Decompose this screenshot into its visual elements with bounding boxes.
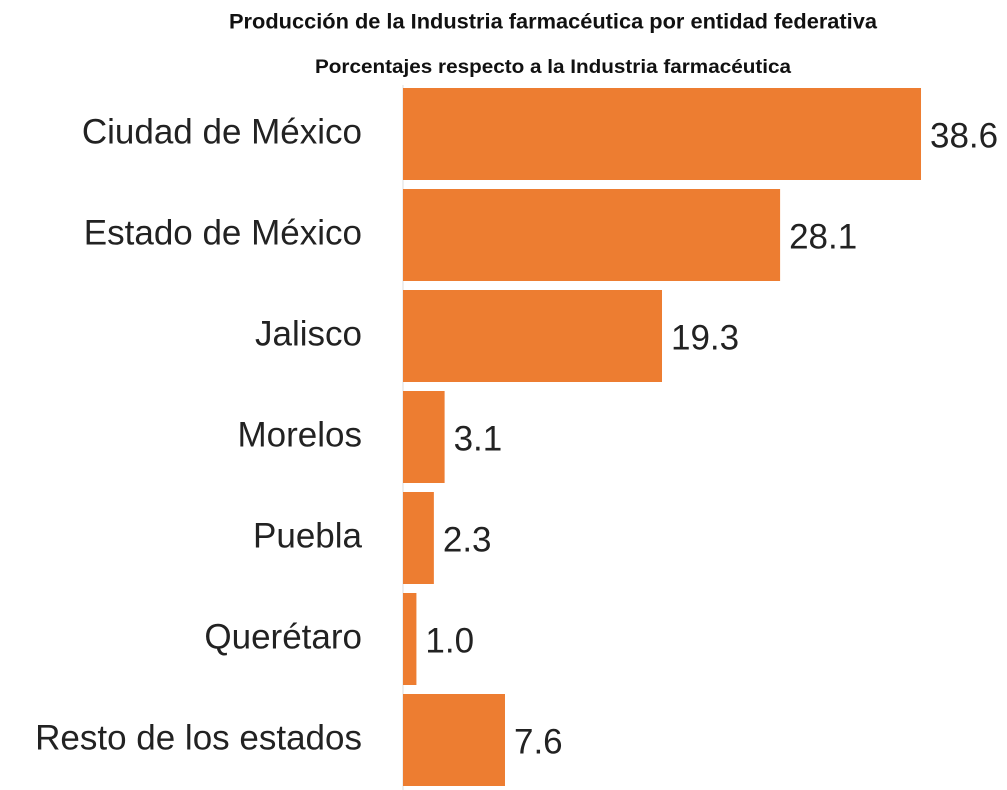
bar [403,88,922,180]
bar [403,492,434,584]
bar [403,593,417,685]
chart-title: Producción de la Industria farmacéutica … [229,11,877,34]
category-label: Querétaro [204,617,362,656]
value-label: 38.6 [930,116,998,155]
chart-subtitle: Porcentajes respecto a la Industria farm… [315,57,791,78]
value-label: 2.3 [443,520,492,559]
value-label: 28.1 [789,217,857,256]
category-label: Jalisco [255,314,362,353]
value-label: 1.0 [425,621,474,660]
bar [403,391,445,483]
category-label: Ciudad de México [82,112,362,151]
value-label: 19.3 [671,318,739,357]
bar [403,189,781,281]
bar [403,290,663,382]
value-label: 3.1 [454,419,503,458]
category-label: Estado de México [84,213,362,252]
category-label: Resto de los estados [35,718,362,757]
value-label: 7.6 [514,722,563,761]
category-label: Puebla [253,516,363,555]
category-label: Morelos [238,415,362,454]
bar [403,694,505,786]
